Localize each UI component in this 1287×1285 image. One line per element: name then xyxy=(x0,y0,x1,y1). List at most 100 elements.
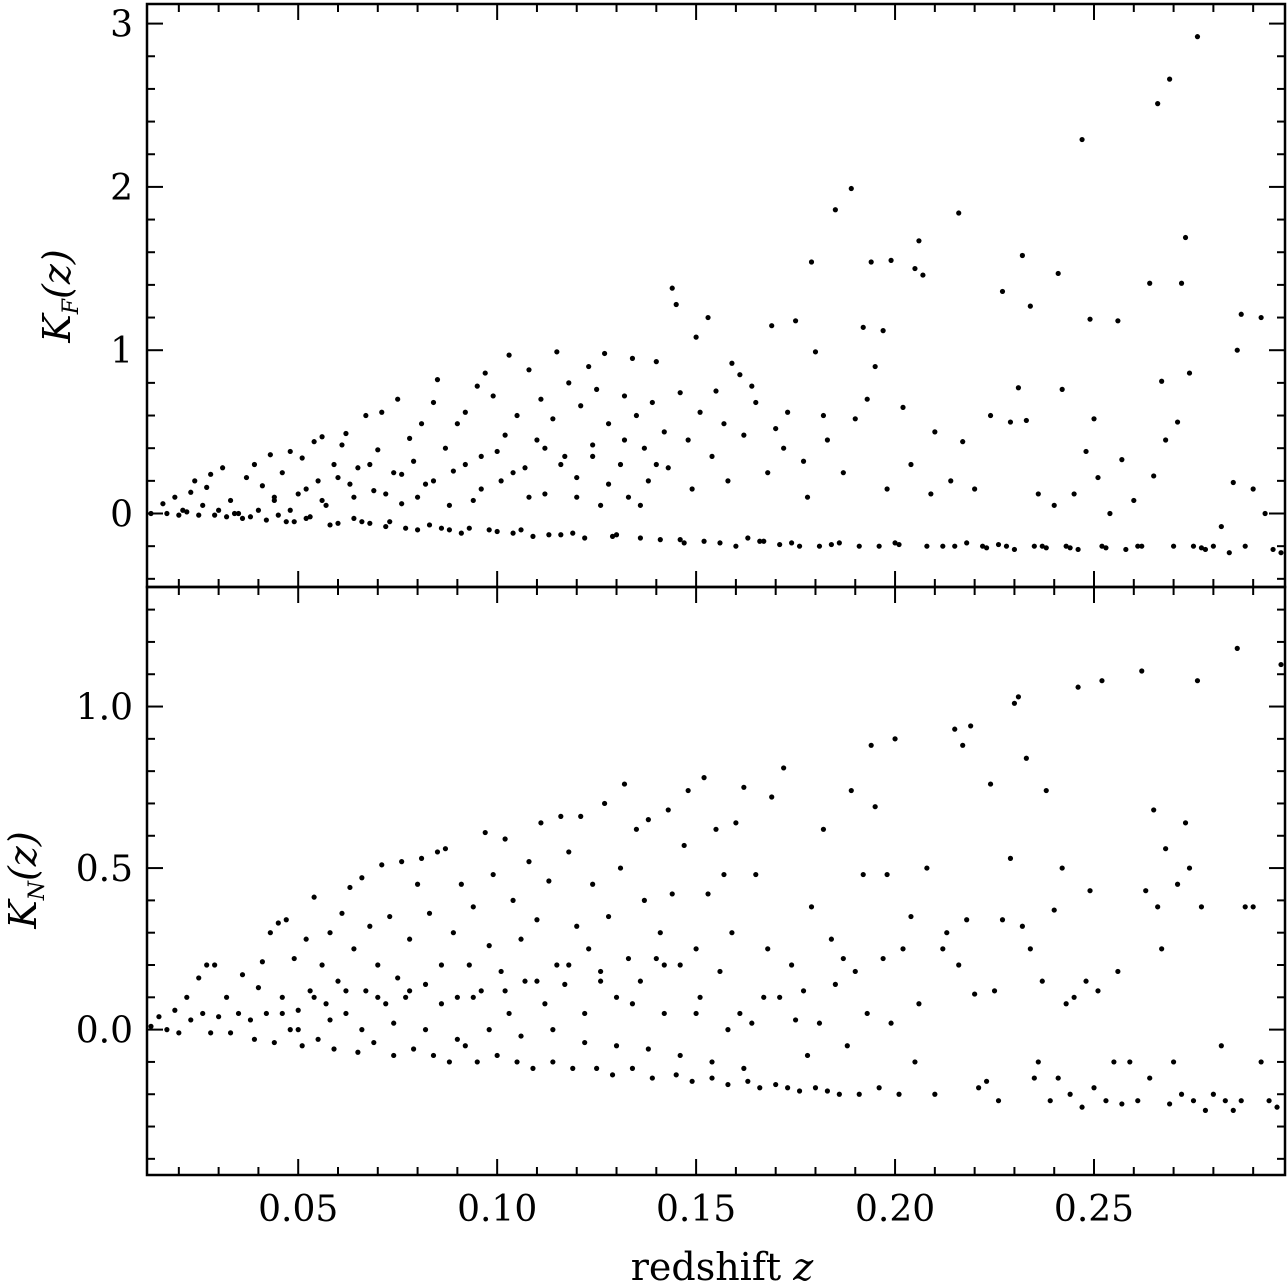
data-point xyxy=(1202,1107,1209,1113)
data-point xyxy=(506,1010,512,1017)
data-point xyxy=(960,439,966,445)
data-point xyxy=(625,494,632,500)
data-point xyxy=(1135,543,1141,549)
data-point xyxy=(765,470,771,476)
data-point xyxy=(227,497,234,504)
data-point xyxy=(566,380,572,386)
data-point xyxy=(840,470,846,476)
data-point xyxy=(212,962,218,968)
data-point xyxy=(749,383,755,389)
bottom-panel-y-tick-labels: 0.0 0.5 1.0 xyxy=(76,688,133,1052)
data-point xyxy=(1250,486,1256,492)
data-point xyxy=(757,538,763,544)
data-point xyxy=(777,994,783,1000)
data-point xyxy=(1170,1059,1177,1065)
data-point xyxy=(1155,101,1161,107)
data-point xyxy=(1198,545,1205,551)
data-point xyxy=(510,470,516,476)
data-point xyxy=(267,930,273,936)
data-point xyxy=(391,1052,397,1059)
x-tick-label: 0.10 xyxy=(457,1189,537,1230)
data-point xyxy=(223,994,230,1000)
data-point xyxy=(1035,491,1041,497)
data-point xyxy=(383,491,389,497)
data-point xyxy=(430,399,437,406)
data-point xyxy=(522,465,528,471)
data-point xyxy=(319,434,325,440)
data-point xyxy=(645,478,651,484)
data-point xyxy=(148,510,154,517)
data-point xyxy=(247,514,254,520)
data-point xyxy=(888,257,894,263)
data-point xyxy=(335,474,341,481)
data-point xyxy=(1063,1001,1069,1007)
data-point xyxy=(1170,543,1177,549)
data-point xyxy=(502,988,508,994)
data-point xyxy=(299,1043,305,1049)
data-point xyxy=(311,994,317,1000)
data-point xyxy=(387,519,393,525)
data-point xyxy=(816,1020,823,1026)
data-point xyxy=(558,532,564,538)
data-point xyxy=(1202,546,1209,553)
data-point xyxy=(164,510,170,517)
data-point xyxy=(1099,543,1105,549)
data-point xyxy=(426,910,433,916)
data-point xyxy=(367,520,373,526)
data-point xyxy=(705,314,711,321)
data-point xyxy=(792,1017,799,1023)
data-point xyxy=(343,988,349,994)
data-point xyxy=(781,445,787,451)
data-point xyxy=(327,522,333,528)
data-point xyxy=(709,1059,715,1065)
data-point xyxy=(494,448,500,455)
data-point xyxy=(1079,1104,1085,1110)
data-point xyxy=(434,849,441,855)
data-point xyxy=(1147,1075,1153,1081)
y-tick-label: 2 xyxy=(110,168,133,209)
data-point xyxy=(339,910,345,916)
data-point xyxy=(757,1085,763,1091)
data-point xyxy=(176,512,182,518)
data-point xyxy=(594,1065,600,1071)
data-point xyxy=(637,535,643,541)
data-point xyxy=(1258,314,1264,321)
data-point xyxy=(287,448,293,455)
data-point xyxy=(243,474,250,481)
data-point xyxy=(482,829,488,836)
bottom-panel-ticks xyxy=(147,587,1285,1175)
data-point xyxy=(247,1017,254,1023)
data-point xyxy=(295,1007,301,1013)
data-point xyxy=(1234,347,1240,353)
data-point xyxy=(605,481,612,487)
data-point xyxy=(633,826,640,832)
data-point xyxy=(1178,280,1185,286)
data-point xyxy=(387,913,393,920)
data-point xyxy=(275,920,281,926)
data-point xyxy=(255,507,262,513)
data-point xyxy=(999,917,1006,923)
data-point xyxy=(621,437,628,443)
data-point xyxy=(769,323,775,329)
data-point xyxy=(613,1043,620,1049)
data-point xyxy=(188,1017,194,1023)
data-point xyxy=(494,1052,500,1059)
data-point xyxy=(812,349,819,355)
data-point xyxy=(709,1075,715,1081)
data-point xyxy=(804,1052,811,1059)
data-point xyxy=(542,445,548,451)
top-y-axis-label: KF(z) xyxy=(35,249,84,343)
data-point xyxy=(677,962,683,968)
data-point xyxy=(403,525,409,531)
data-point xyxy=(924,543,930,549)
data-point xyxy=(717,968,723,975)
data-point xyxy=(960,742,966,748)
data-point xyxy=(999,288,1006,295)
data-point xyxy=(367,923,373,929)
data-point xyxy=(693,334,699,340)
data-point xyxy=(407,988,413,994)
data-point xyxy=(470,497,476,504)
data-point xyxy=(395,975,401,981)
data-point xyxy=(315,1036,321,1042)
data-point xyxy=(399,501,405,507)
